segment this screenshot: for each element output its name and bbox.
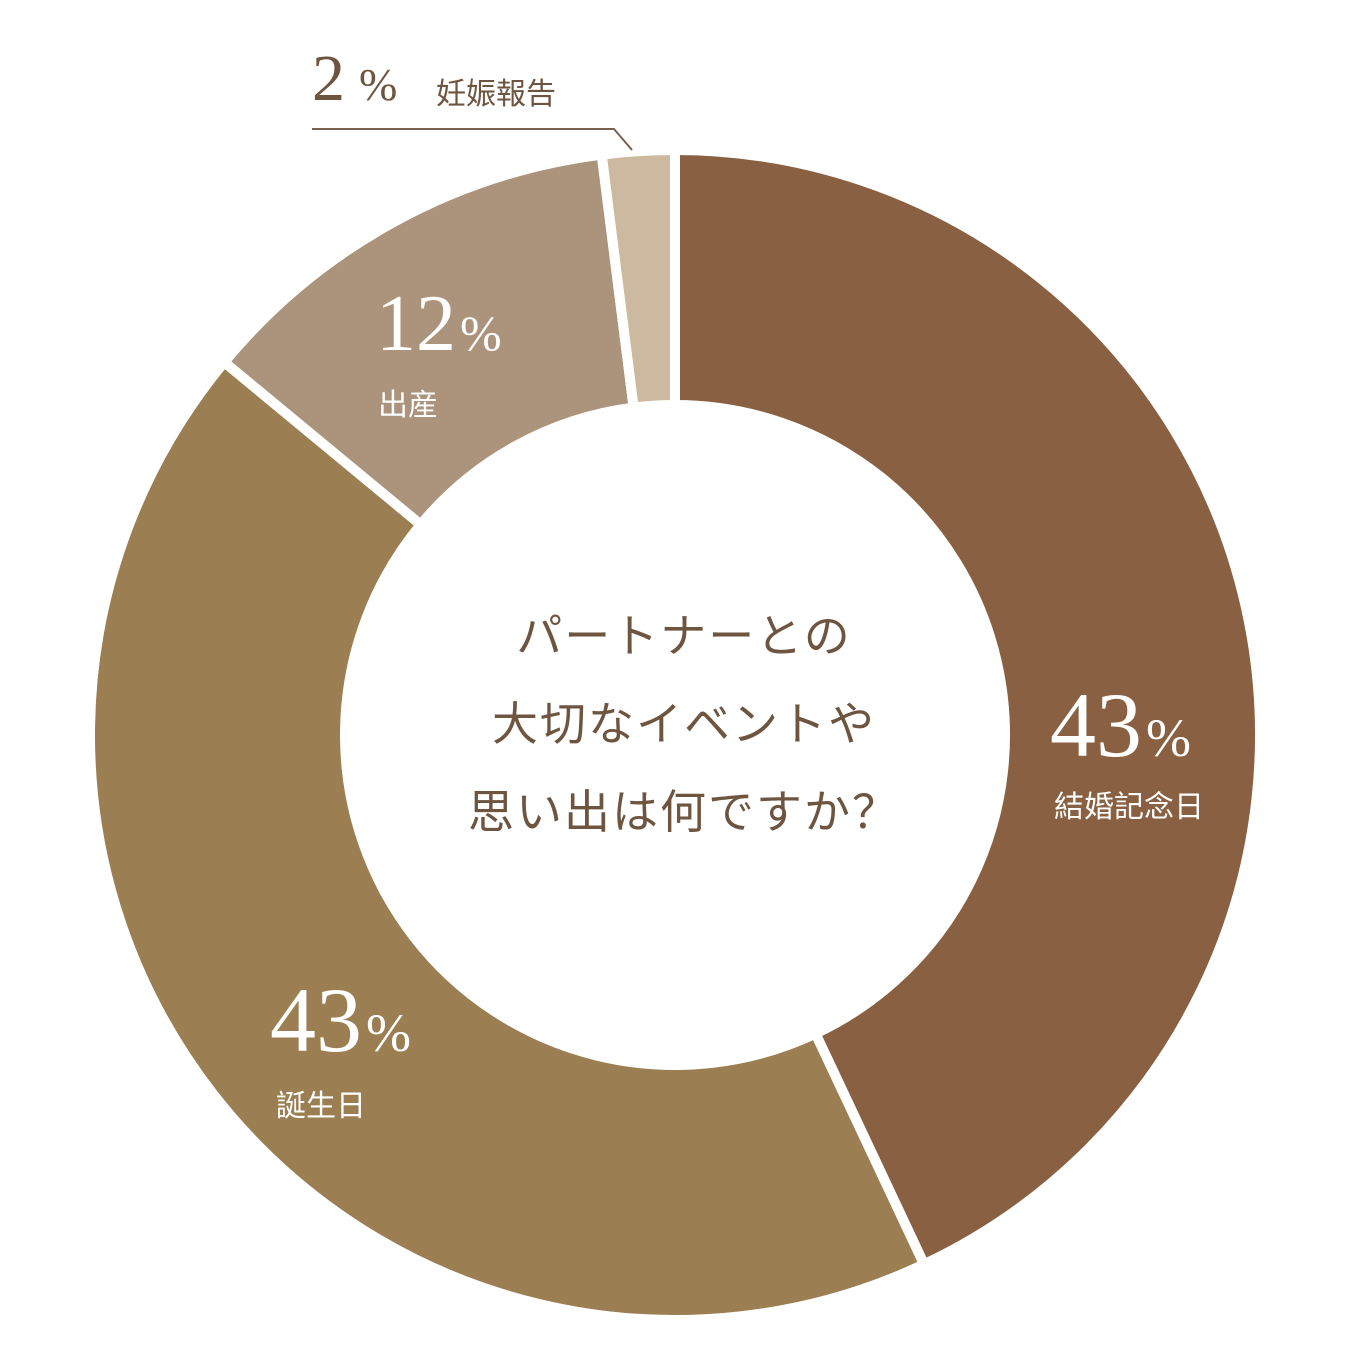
- slice-unit-birth: %: [460, 305, 502, 361]
- slice-birthday: [85, 355, 931, 1325]
- slice-pregnancy: [596, 144, 680, 414]
- slice-value-label-birth: 12: [376, 280, 456, 368]
- slice-category-label-anniversary: 結婚記念日: [1054, 790, 1204, 825]
- center-title-line-3: 思い出は何ですか？: [468, 785, 900, 839]
- slice-value-label-pregnancy: 2: [312, 42, 345, 115]
- slice-value-label-birthday: 43: [270, 969, 362, 1071]
- slice-category-label-pregnancy: 妊娠報告: [436, 77, 556, 112]
- svg-text:2%: 2%: [312, 42, 397, 115]
- slice-category-label-birthday: 誕生日: [276, 1089, 366, 1124]
- slices-group: [85, 144, 1265, 1325]
- slice-anniversary: [670, 144, 1265, 1271]
- svg-text:43%: 43%: [1050, 674, 1191, 776]
- svg-text:43%: 43%: [270, 969, 411, 1071]
- slice-unit-pregnancy: %: [359, 59, 397, 110]
- slice-unit-birthday: %: [366, 1003, 411, 1063]
- svg-text:12%: 12%: [376, 280, 502, 368]
- slice-value-label-anniversary: 43: [1050, 674, 1142, 776]
- slice-category-label-birth: 出産: [378, 388, 438, 423]
- center-title-line-1: パートナーとの: [516, 609, 852, 663]
- slice-birth: [217, 149, 640, 532]
- pregnancy-leader-line: [312, 128, 633, 151]
- center-title-line-2: 大切なイベントや: [492, 697, 876, 751]
- slice-unit-anniversary: %: [1146, 708, 1191, 768]
